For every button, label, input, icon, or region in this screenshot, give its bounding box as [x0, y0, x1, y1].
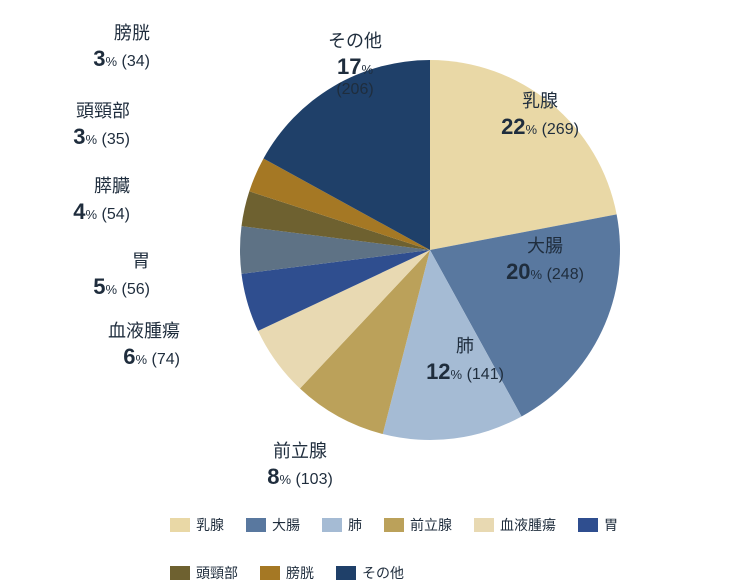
callout-pancreas: 膵臓 4% (54): [10, 175, 130, 225]
callout-colon: 大腸 20% (248): [475, 235, 615, 285]
label-pct: 3: [93, 46, 105, 71]
legend-item: その他: [336, 563, 404, 583]
callout-breast: 乳腺 22% (269): [470, 90, 610, 140]
legend-label: 乳腺: [196, 515, 224, 535]
legend-swatch: [474, 518, 494, 532]
legend-item: 頭頸部: [170, 563, 238, 583]
label-name: その他: [300, 30, 410, 53]
legend-item: 大腸: [246, 515, 300, 535]
label-pct: 12: [426, 359, 450, 384]
label-pct: 5: [93, 274, 105, 299]
callout-stomach: 胃 5% (56): [30, 250, 150, 300]
callout-blood: 血液腫瘍 6% (74): [60, 320, 180, 370]
callout-other: その他 17% (206): [300, 30, 410, 100]
legend-item: 前立腺: [384, 515, 452, 535]
label-name: 乳腺: [470, 90, 610, 113]
pie-chart-container: 乳腺 22% (269) 大腸 20% (248) 肺 12% (141) その…: [0, 0, 751, 500]
label-count: (35): [102, 131, 130, 148]
legend-swatch: [322, 518, 342, 532]
legend-swatch: [170, 566, 190, 580]
callout-bladder: 膀胱 3% (34): [30, 22, 150, 72]
label-count: (269): [542, 121, 579, 138]
label-pct: 17: [337, 54, 361, 79]
label-count: (34): [122, 53, 150, 70]
label-count: (103): [295, 471, 332, 488]
legend-swatch: [336, 566, 356, 580]
legend-label: 頭頸部: [196, 563, 238, 583]
legend-label: 胃: [604, 515, 618, 535]
callout-lung: 肺 12% (141): [400, 335, 530, 385]
legend-label: 血液腫瘍: [500, 515, 556, 535]
label-pct: 22: [501, 114, 525, 139]
callout-headneck: 頭頸部 3% (35): [10, 100, 130, 150]
leader-bladder: [155, 50, 264, 178]
legend-swatch: [246, 518, 266, 532]
label-name: 肺: [400, 335, 530, 358]
legend-label: その他: [362, 563, 404, 583]
label-pct: 8: [267, 464, 279, 489]
leader-stomach: [155, 275, 257, 306]
label-name: 大腸: [475, 235, 615, 258]
legend-item: 血液腫瘍: [474, 515, 556, 535]
callout-prostate: 前立腺 8% (103): [230, 440, 370, 490]
label-pct: 4: [73, 199, 85, 224]
label-count: (206): [336, 81, 373, 98]
legend-label: 肺: [348, 515, 362, 535]
label-name: 膵臓: [10, 175, 130, 198]
label-pct: 20: [506, 259, 530, 284]
legend-label: 膀胱: [286, 563, 314, 583]
legend-item: 胃: [578, 515, 618, 535]
legend-item: 膀胱: [260, 563, 314, 583]
legend-item: 乳腺: [170, 515, 224, 535]
label-name: 頭頸部: [10, 100, 130, 123]
legend-item: 肺: [322, 515, 362, 535]
label-name: 膀胱: [30, 22, 150, 45]
label-name: 前立腺: [230, 440, 370, 463]
legend-label: 前立腺: [410, 515, 452, 535]
label-name: 血液腫瘍: [60, 320, 180, 343]
legend-row: 乳腺 大腸 肺 前立腺 血液腫瘍 胃頭頸部 膀胱 その他: [170, 515, 650, 583]
legend-swatch: [170, 518, 190, 532]
label-pct: 6: [123, 344, 135, 369]
leader-headneck: [135, 128, 254, 211]
label-count: (56): [122, 281, 150, 298]
legend-label: 大腸: [272, 515, 300, 535]
legend-swatch: [260, 566, 280, 580]
label-pct: 3: [73, 124, 85, 149]
legend: 乳腺 大腸 肺 前立腺 血液腫瘍 胃頭頸部 膀胱 その他: [170, 515, 650, 583]
label-count: (54): [102, 206, 130, 223]
label-name: 胃: [30, 250, 150, 273]
label-count: (74): [152, 351, 180, 368]
legend-swatch: [384, 518, 404, 532]
leader-pancreas: [135, 200, 250, 250]
legend-swatch: [578, 518, 598, 532]
label-count: (248): [547, 266, 584, 283]
label-count: (141): [467, 366, 504, 383]
